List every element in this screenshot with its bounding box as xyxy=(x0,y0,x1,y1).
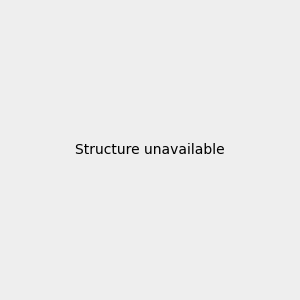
Text: Structure unavailable: Structure unavailable xyxy=(75,143,225,157)
